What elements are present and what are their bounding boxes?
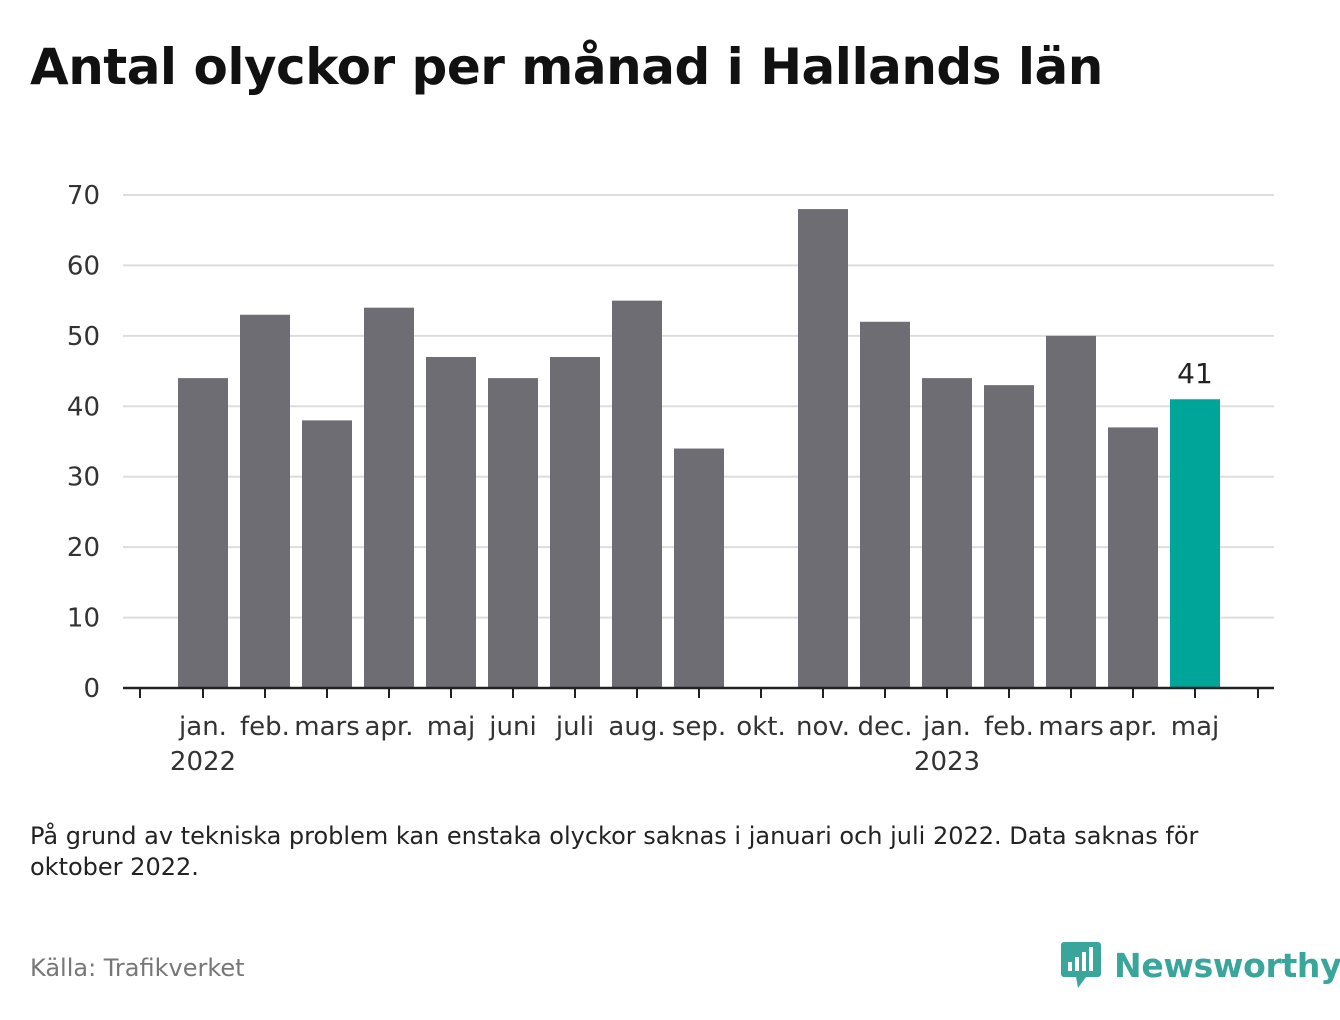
x-tick-label: mars <box>1038 712 1104 742</box>
brand-name: Newsworthy <box>1114 945 1340 985</box>
bar <box>178 378 228 688</box>
y-tick-label: 30 <box>67 463 100 493</box>
y-tick-label: 10 <box>67 604 100 634</box>
y-tick-label: 20 <box>67 533 100 563</box>
x-tick-label: juli <box>555 712 594 742</box>
y-tick-label: 50 <box>67 322 100 352</box>
chart-footnote: På grund av tekniska problem kan enstaka… <box>30 822 1199 881</box>
x-tick-label: maj <box>427 712 475 742</box>
y-tick-label: 0 <box>83 674 100 704</box>
x-tick-label: jan. <box>922 712 971 742</box>
x-tick-label: apr. <box>1108 712 1157 742</box>
x-tick-label: okt. <box>736 712 785 742</box>
bar <box>488 378 538 688</box>
bar <box>302 420 352 688</box>
newsworthy-logo-icon <box>1061 942 1101 988</box>
bar <box>798 209 848 689</box>
x-tick-label: maj <box>1171 712 1219 742</box>
y-tick-label: 40 <box>67 392 100 422</box>
bar <box>364 307 414 688</box>
x-tick-label: sep. <box>672 712 726 742</box>
x-tick-label: juni <box>488 712 536 742</box>
bar <box>984 385 1034 688</box>
bar <box>1108 427 1158 688</box>
bar <box>612 300 662 688</box>
bar-value-label: 41 <box>1177 357 1213 390</box>
x-tick-label: dec. <box>857 712 912 742</box>
bar <box>922 378 972 688</box>
x-year-label: 2023 <box>914 747 980 777</box>
y-tick-label: 70 <box>67 181 100 211</box>
y-tick-label: 60 <box>67 251 100 281</box>
x-tick-label: feb. <box>984 712 1034 742</box>
bar-highlight <box>1170 399 1220 688</box>
x-year-label: 2022 <box>170 747 236 777</box>
source-credit: Källa: Trafikverket <box>30 954 245 982</box>
newsworthy-brand: Newsworthy <box>1060 940 1340 990</box>
bar <box>550 356 600 688</box>
x-tick-label: apr. <box>364 712 413 742</box>
chart-title: Antal olyckor per månad i Hallands län <box>30 38 1103 96</box>
x-tick-label: jan. <box>178 712 227 742</box>
x-tick-label: nov. <box>796 712 850 742</box>
bar <box>1046 335 1096 688</box>
bar <box>860 321 910 688</box>
bar <box>674 448 724 688</box>
bar <box>240 314 290 688</box>
x-tick-label: aug. <box>608 712 665 742</box>
x-tick-label: mars <box>294 712 360 742</box>
x-tick-label: feb. <box>240 712 290 742</box>
bar <box>426 356 476 688</box>
